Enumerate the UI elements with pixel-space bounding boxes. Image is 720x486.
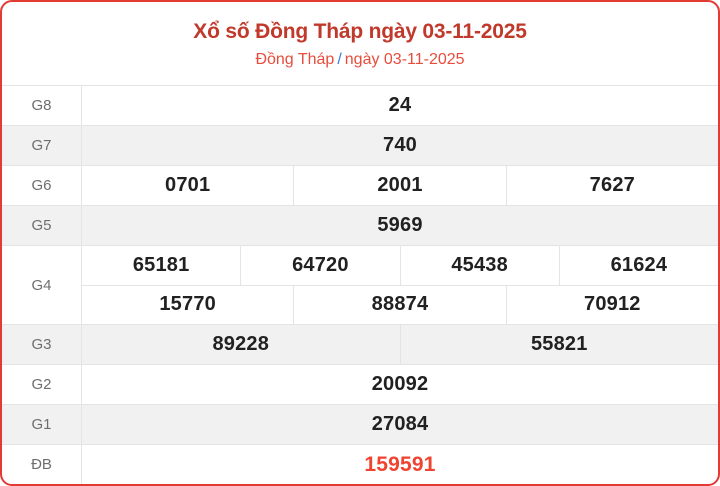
result-row: G7 740 <box>2 125 718 165</box>
prize-number: 27084 <box>371 413 429 435</box>
prize-number: 70912 <box>505 285 718 324</box>
prize-number: 24 <box>388 94 412 116</box>
prize-sub-row: 5969 <box>82 206 718 245</box>
prize-sub-row: 15770 88874 70912 <box>82 284 718 324</box>
prize-label: G6 <box>2 166 82 205</box>
prize-number: 7627 <box>505 166 718 205</box>
result-row: G3 89228 55821 <box>2 324 718 364</box>
prize-sub-row: 24 <box>82 86 718 125</box>
prize-label: G4 <box>2 246 82 324</box>
breadcrumb-separator: / <box>337 51 342 68</box>
prize-sub-row: 740 <box>82 126 718 165</box>
prize-number: 45438 <box>399 246 559 285</box>
prize-values-column: 5969 <box>82 206 718 245</box>
prize-sub-row: 89228 55821 <box>82 325 718 364</box>
result-row: G2 20092 <box>2 364 718 404</box>
prize-values-column: 24 <box>82 86 718 125</box>
prize-label: G7 <box>2 126 82 165</box>
prize-sub-row: 159591 <box>82 445 718 484</box>
card-header: Xổ số Đồng Tháp ngày 03-11-2025 Đồng Thá… <box>2 2 718 86</box>
prize-number: 61624 <box>558 246 718 285</box>
prize-number: 5969 <box>377 214 423 236</box>
breadcrumb-date: ngày 03-11-2025 <box>344 51 465 68</box>
prize-sub-row: 0701 2001 7627 <box>82 166 718 205</box>
result-row: G5 5969 <box>2 205 718 245</box>
prize-label: ĐB <box>2 445 82 484</box>
prize-label: G3 <box>2 325 82 364</box>
prize-sub-row: 27084 <box>82 405 718 444</box>
result-row: ĐB 159591 <box>2 444 718 484</box>
prize-number: 89228 <box>212 333 270 355</box>
result-row: G4 65181 64720 45438 61624 15770 88874 70912 <box>2 245 718 324</box>
result-row: G1 27084 <box>2 404 718 444</box>
prize-number: 15770 <box>159 293 216 316</box>
prize-values-column: 27084 <box>82 405 718 444</box>
prize-label: G2 <box>2 365 82 404</box>
prize-number: 65181 <box>132 253 190 276</box>
result-row: G6 0701 2001 7627 <box>2 165 718 205</box>
prize-sub-row: 65181 64720 45438 61624 <box>82 246 718 285</box>
prize-values-column: 20092 <box>82 365 718 404</box>
prize-values-column: 65181 64720 45438 61624 15770 88874 70912 <box>82 246 718 324</box>
prize-label: G5 <box>2 206 82 245</box>
prize-number: 20092 <box>371 373 429 395</box>
prize-number: 88874 <box>293 285 505 324</box>
prize-values-column: 740 <box>82 126 718 165</box>
prize-values-column: 0701 2001 7627 <box>82 166 718 205</box>
results-table: G8 24 G7 740 G6 0701 2001 7627 G5 5969 G4 65181 6472… <box>2 86 718 484</box>
prize-label: G8 <box>2 86 82 125</box>
prize-number: 0701 <box>165 174 211 196</box>
prize-label: G1 <box>2 405 82 444</box>
breadcrumb-region[interactable]: Đồng Tháp <box>255 51 335 68</box>
prize-values-column: 89228 55821 <box>82 325 718 364</box>
prize-number: 55821 <box>399 325 719 364</box>
result-row: G8 24 <box>2 86 718 125</box>
prize-values-column: 159591 <box>82 445 718 484</box>
prize-sub-row: 20092 <box>82 365 718 404</box>
prize-number: 2001 <box>293 166 505 205</box>
prize-number: 740 <box>383 134 417 156</box>
breadcrumb: Đồng Tháp / ngày 03-11-2025 <box>255 51 464 69</box>
page-title: Xổ số Đồng Tháp ngày 03-11-2025 <box>193 20 527 43</box>
prize-number: 159591 <box>364 452 436 476</box>
prize-number: 64720 <box>240 246 399 285</box>
